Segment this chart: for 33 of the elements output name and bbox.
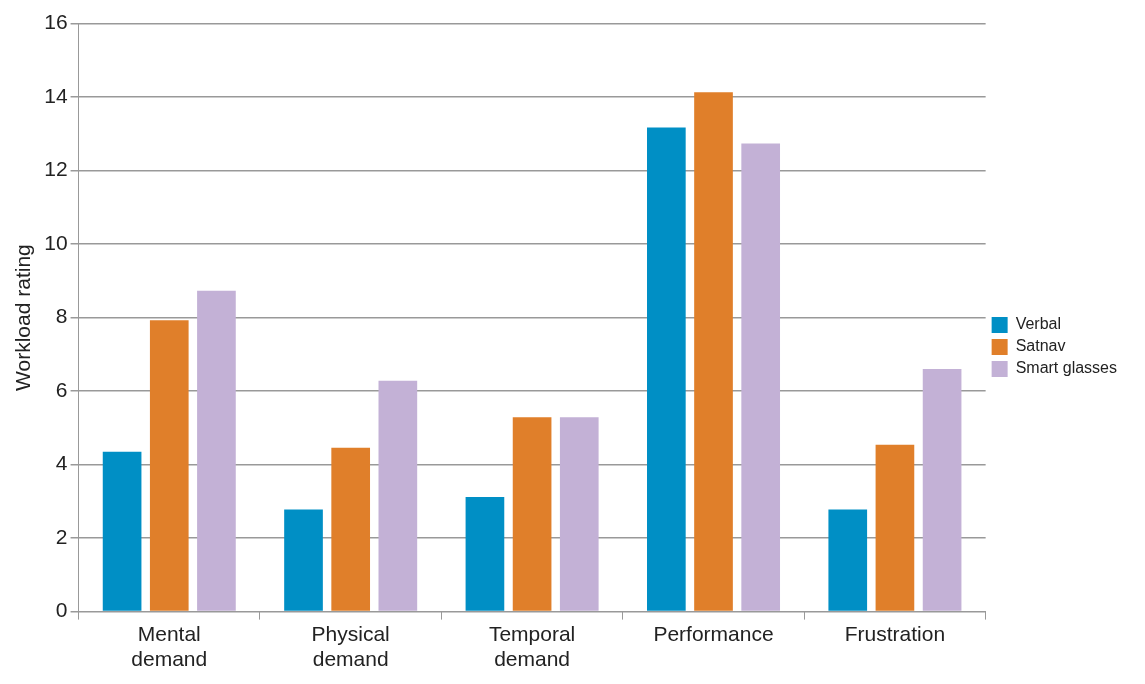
legend-label: Smart glasses xyxy=(1015,359,1118,377)
x-tick-label: Mental demand xyxy=(131,622,208,671)
bar xyxy=(512,417,552,611)
bar xyxy=(559,417,599,611)
y-tick-label: 2 xyxy=(55,524,68,548)
y-tick-label: 8 xyxy=(55,304,68,328)
bar xyxy=(378,380,418,611)
y-axis-title: Workload rating xyxy=(11,244,35,391)
y-tick-label: 14 xyxy=(44,83,68,107)
bar xyxy=(741,143,781,611)
x-tick-label: Temporal demand xyxy=(488,622,576,671)
bar xyxy=(647,127,686,611)
y-tick-label: 10 xyxy=(44,230,68,254)
legend-label: Satnav xyxy=(1015,337,1066,355)
bar xyxy=(694,92,733,611)
bar xyxy=(284,509,323,611)
y-tick-label: 12 xyxy=(44,157,68,181)
legend-label: Verbal xyxy=(1015,315,1062,333)
bar xyxy=(149,320,189,611)
bar xyxy=(875,444,915,611)
y-tick-label: 4 xyxy=(55,451,68,475)
bar xyxy=(102,451,142,611)
y-tick-label: 16 xyxy=(44,10,68,34)
bar xyxy=(331,447,371,611)
x-tick-label: Physical demand xyxy=(311,622,390,671)
bar xyxy=(465,496,505,611)
x-tick-label: Frustration xyxy=(844,622,946,645)
y-tick-label: 6 xyxy=(55,377,68,401)
x-tick-label: Performance xyxy=(653,622,774,645)
bar xyxy=(197,290,236,611)
y-tick-label: 0 xyxy=(55,598,68,622)
bar xyxy=(828,509,868,611)
bar xyxy=(922,369,962,611)
